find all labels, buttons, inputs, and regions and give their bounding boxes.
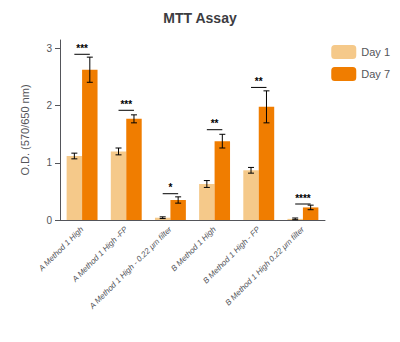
- svg-text:**: **: [255, 76, 263, 87]
- svg-text:MTT Assay: MTT Assay: [163, 10, 237, 26]
- svg-text:2: 2: [46, 100, 52, 111]
- svg-text:****: ****: [295, 193, 311, 204]
- svg-text:B Method 1 High: B Method 1 High: [169, 224, 218, 273]
- svg-text:A Method 1 High - 0.22 μm filt: A Method 1 High - 0.22 μm filter: [87, 225, 174, 312]
- svg-text:3: 3: [46, 43, 52, 54]
- svg-text:***: ***: [120, 99, 132, 110]
- svg-text:**: **: [211, 118, 219, 129]
- svg-text:***: ***: [76, 43, 88, 54]
- svg-text:A Method 1 High -FP: A Method 1 High -FP: [70, 224, 130, 284]
- svg-text:Day 7: Day 7: [361, 68, 390, 80]
- svg-text:B Method 1 High - FP: B Method 1 High - FP: [201, 224, 262, 286]
- svg-text:B Method 1 High 0.22 μm filter: B Method 1 High 0.22 μm filter: [224, 225, 307, 308]
- svg-text:1: 1: [46, 157, 52, 168]
- svg-text:Day 1: Day 1: [361, 46, 390, 58]
- svg-text:A Method 1 High: A Method 1 High: [36, 224, 85, 273]
- svg-text:O.D. (570/650 nm): O.D. (570/650 nm): [19, 84, 31, 175]
- svg-text:*: *: [168, 182, 172, 193]
- svg-text:0: 0: [46, 215, 52, 226]
